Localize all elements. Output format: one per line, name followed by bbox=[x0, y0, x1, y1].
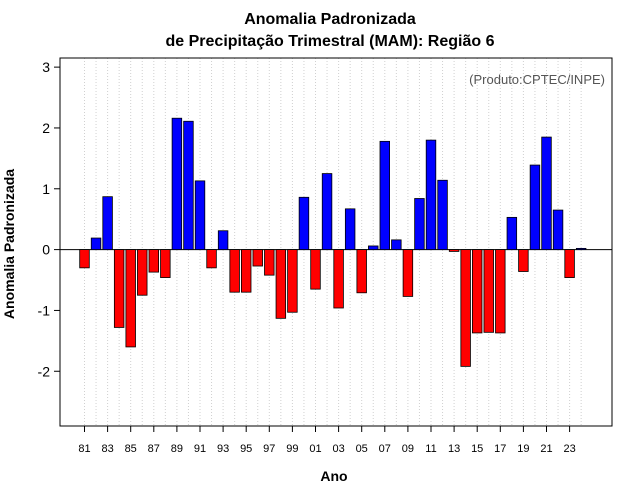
bar-2020 bbox=[529, 164, 541, 251]
x-axis-label: Ano bbox=[320, 468, 347, 484]
bar-2015 bbox=[471, 249, 483, 334]
bar-1993 bbox=[217, 230, 229, 251]
bar-1983 bbox=[102, 196, 113, 251]
bar-1986 bbox=[137, 249, 148, 296]
bar-1997 bbox=[264, 249, 275, 276]
bar-2013 bbox=[448, 249, 460, 252]
x-tick-label: 23 bbox=[563, 443, 575, 455]
x-tick-label: 21 bbox=[540, 443, 552, 455]
y-tick-label: 3 bbox=[42, 59, 50, 75]
x-tick-label: 11 bbox=[425, 443, 436, 455]
bar-2010 bbox=[414, 198, 425, 251]
bar-2011 bbox=[425, 139, 437, 251]
bar-2021 bbox=[541, 136, 552, 251]
bar-1999 bbox=[287, 249, 298, 313]
bar-2006 bbox=[368, 245, 379, 251]
bars bbox=[79, 117, 587, 367]
bar-1990 bbox=[183, 120, 194, 251]
bar-1982 bbox=[90, 237, 102, 251]
bar-1995 bbox=[240, 249, 252, 293]
bar-2017 bbox=[495, 249, 506, 334]
bar-1998 bbox=[275, 249, 287, 319]
x-tick-label: 09 bbox=[402, 443, 414, 455]
bar-2024 bbox=[575, 247, 587, 251]
bar-1988 bbox=[160, 249, 171, 278]
bar-2000 bbox=[298, 196, 310, 251]
credit-text: (Produto:CPTEC/INPE) bbox=[469, 72, 605, 87]
x-tick-label: 81 bbox=[78, 443, 90, 455]
x-tick-label: 93 bbox=[217, 443, 229, 455]
bar-2008 bbox=[391, 239, 402, 251]
x-tick-label: 15 bbox=[471, 443, 483, 455]
x-tick-label: 89 bbox=[171, 443, 183, 455]
bar-1994 bbox=[229, 249, 240, 293]
y-tick-label: -2 bbox=[38, 363, 51, 379]
bar-2009 bbox=[402, 249, 414, 297]
chart-title-line2: de Precipitação Trimestral (MAM): Região… bbox=[166, 33, 495, 50]
bar-1981 bbox=[79, 249, 90, 269]
x-tick-label: 03 bbox=[332, 443, 344, 455]
bar-2003 bbox=[333, 249, 344, 309]
x-tick-label: 13 bbox=[448, 443, 460, 455]
x-tick-label: 99 bbox=[286, 443, 298, 455]
bar-1992 bbox=[206, 249, 217, 269]
bar-1996 bbox=[252, 249, 263, 267]
x-tick-label: 87 bbox=[148, 443, 160, 455]
bar-1984 bbox=[113, 249, 125, 328]
x-tick-label: 05 bbox=[356, 443, 368, 455]
x-tick-label: 91 bbox=[194, 443, 206, 455]
y-axis: -2 -1 0 1 2 3 bbox=[38, 59, 60, 379]
bar-2022 bbox=[552, 209, 564, 251]
y-axis-label: Anomalia Padronizada bbox=[1, 169, 17, 319]
y-tick-label: 2 bbox=[42, 120, 50, 136]
x-tick-label: 07 bbox=[379, 443, 391, 455]
bar-1987 bbox=[148, 249, 160, 273]
y-tick-label: -1 bbox=[38, 302, 51, 318]
x-tick-label: 85 bbox=[125, 443, 137, 455]
x-tick-label: 17 bbox=[494, 443, 506, 455]
x-tick-label: 83 bbox=[101, 443, 113, 455]
x-tick-label: 95 bbox=[240, 443, 252, 455]
bar-2023 bbox=[564, 249, 575, 278]
chart-title-line1: Anomalia Padronizada bbox=[244, 11, 416, 28]
x-axis: 81 83 85 87 89 91 93 95 97 99 01 03 05 07 09 11 13 15 17 19… bbox=[78, 426, 576, 455]
x-tick-label: 19 bbox=[517, 443, 529, 455]
bar-1989 bbox=[171, 117, 183, 251]
y-tick-label: 0 bbox=[42, 242, 50, 258]
bar-1991 bbox=[194, 180, 206, 251]
plot-frame bbox=[59, 57, 613, 427]
bar-2014 bbox=[460, 249, 471, 367]
bar-2016 bbox=[483, 249, 494, 333]
y-tick-label: 1 bbox=[42, 181, 50, 197]
bar-2018 bbox=[506, 216, 518, 251]
bar-2012 bbox=[437, 179, 448, 251]
bar-2001 bbox=[310, 249, 321, 290]
bar-1985 bbox=[125, 249, 136, 348]
bar-2007 bbox=[379, 140, 391, 251]
bar-2002 bbox=[321, 173, 333, 251]
x-tick-label: 97 bbox=[263, 443, 275, 455]
x-tick-label: 01 bbox=[309, 443, 321, 455]
bar-2004 bbox=[344, 208, 356, 251]
bar-2005 bbox=[356, 249, 367, 294]
bar-2019 bbox=[518, 249, 529, 272]
